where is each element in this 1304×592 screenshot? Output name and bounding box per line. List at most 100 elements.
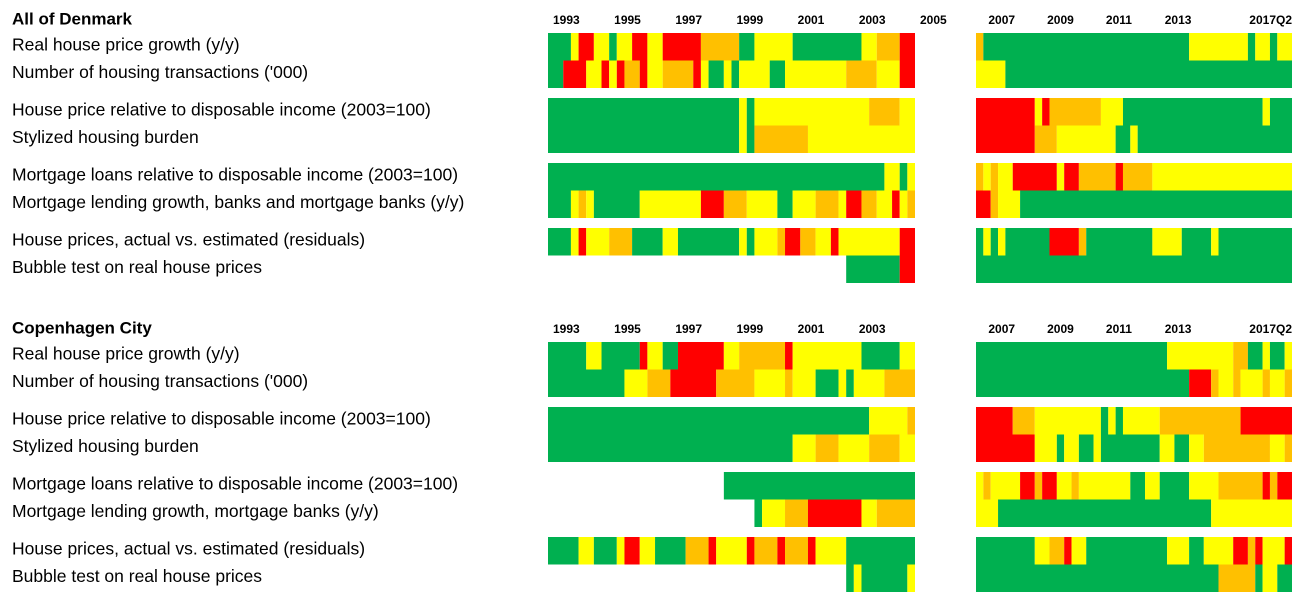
- heat-cell: [586, 60, 602, 88]
- heat-cell: [754, 33, 793, 61]
- heat-cell: [1262, 342, 1270, 370]
- heat-cell: [1115, 163, 1123, 191]
- x-tick-label: 1993: [553, 322, 580, 336]
- heat-cell: [593, 190, 640, 218]
- row-label: House price relative to disposable incom…: [12, 409, 431, 429]
- heat-cell: [754, 499, 763, 527]
- heat-cell: [777, 190, 793, 218]
- heat-cell: [609, 60, 617, 88]
- heat-cell: [1240, 407, 1292, 435]
- heat-cell: [838, 190, 847, 218]
- heat-cell: [976, 537, 1035, 565]
- heat-cell: [1159, 472, 1190, 500]
- heat-cell: [1189, 472, 1219, 500]
- heat-cell: [976, 499, 999, 527]
- heat-cell: [1247, 537, 1256, 565]
- heat-cell: [1284, 369, 1292, 397]
- heat-cell: [846, 60, 877, 88]
- heat-cell: [708, 537, 717, 565]
- heat-cell: [1189, 369, 1212, 397]
- heat-cell: [1100, 98, 1123, 126]
- heat-cell: [976, 228, 984, 256]
- heat-cell: [616, 537, 625, 565]
- heat-cell: [983, 33, 1190, 61]
- heat-cell: [1233, 342, 1248, 370]
- heat-cell: [548, 369, 625, 397]
- heat-cell: [739, 60, 770, 88]
- heat-cell: [807, 537, 816, 565]
- heat-cell: [731, 60, 740, 88]
- heat-cell: [1211, 499, 1292, 527]
- row-label: Real house price growth (y/y): [12, 344, 240, 364]
- heat-cell: [1049, 537, 1065, 565]
- heat-cell: [815, 228, 831, 256]
- heat-cell: [1034, 537, 1050, 565]
- heat-cell: [998, 499, 1212, 527]
- heat-cell: [838, 228, 900, 256]
- heat-cell: [1269, 369, 1285, 397]
- heat-cell: [563, 60, 587, 88]
- heat-cell: [976, 434, 1035, 462]
- heat-cell: [907, 407, 915, 435]
- heat-cell: [976, 190, 991, 218]
- heat-cell: [846, 369, 854, 397]
- heat-cell: [1034, 125, 1057, 153]
- heat-cell: [1277, 564, 1292, 592]
- heat-cell: [1203, 537, 1234, 565]
- heat-cell: [899, 33, 915, 61]
- heat-cell: [1203, 434, 1270, 462]
- heat-cell: [1093, 434, 1101, 462]
- heat-cell: [998, 163, 1013, 191]
- x-tick-label: 1999: [737, 322, 764, 336]
- x-tick-label: 1995: [614, 322, 641, 336]
- heat-cell: [884, 369, 915, 397]
- heat-cell: [1071, 537, 1087, 565]
- heat-cell: [785, 537, 808, 565]
- x-tick-label: 2001: [798, 13, 825, 27]
- heat-cell: [1020, 472, 1035, 500]
- heat-cell: [723, 190, 747, 218]
- heat-cell: [548, 98, 740, 126]
- heat-cell: [1269, 434, 1285, 462]
- heat-cell: [1218, 369, 1234, 397]
- heat-cell: [746, 537, 755, 565]
- heat-cell: [846, 537, 915, 565]
- heat-cell: [869, 434, 900, 462]
- row-label: Real house price growth (y/y): [12, 35, 240, 55]
- heat-cell: [754, 125, 808, 153]
- heat-cell: [693, 60, 701, 88]
- heat-cell: [754, 228, 778, 256]
- heat-cell: [1042, 98, 1050, 126]
- x-tick-label: 2007: [988, 13, 1015, 27]
- heat-cell: [1145, 472, 1160, 500]
- heat-cell: [578, 190, 587, 218]
- heat-cell: [1152, 228, 1182, 256]
- heat-cell: [1064, 163, 1079, 191]
- heat-cell: [1056, 163, 1065, 191]
- heat-cell: [1262, 98, 1270, 126]
- heat-cell: [655, 537, 686, 565]
- heat-cell: [1034, 98, 1043, 126]
- heat-cell: [647, 60, 663, 88]
- heat-cell: [899, 228, 915, 256]
- heat-cell: [976, 125, 1035, 153]
- heat-cell: [647, 342, 663, 370]
- row-label: Mortgage loans relative to disposable in…: [12, 165, 458, 185]
- x-tick-label: 2009: [1047, 13, 1074, 27]
- heat-cell: [662, 342, 678, 370]
- heat-cell: [1049, 98, 1101, 126]
- heat-cell: [548, 228, 571, 256]
- heat-cell: [570, 190, 579, 218]
- heat-cell: [869, 98, 900, 126]
- heat-cell: [846, 564, 854, 592]
- heat-cell: [792, 33, 862, 61]
- heat-cell: [1100, 407, 1109, 435]
- heat-cell: [792, 190, 816, 218]
- heat-cell: [998, 190, 1021, 218]
- heat-cell: [1247, 342, 1263, 370]
- x-tick-label: 2017Q2: [1249, 322, 1292, 336]
- x-tick-label: 2013: [1165, 13, 1192, 27]
- heat-cell: [586, 228, 610, 256]
- heat-cell: [1078, 163, 1116, 191]
